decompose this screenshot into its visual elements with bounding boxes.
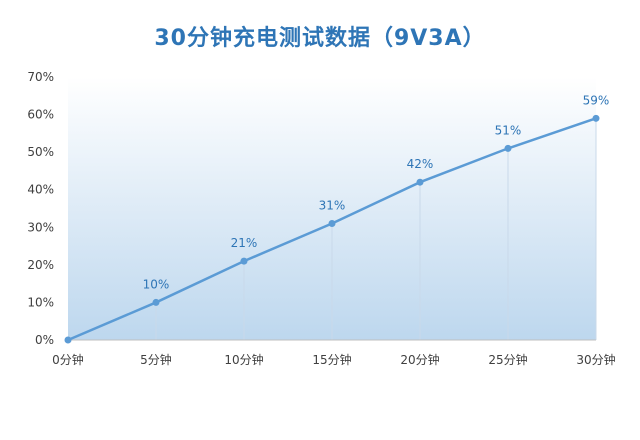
- data-label: 10%: [143, 277, 170, 291]
- data-label: 31%: [319, 199, 346, 213]
- x-tick-label: 30分钟: [576, 352, 615, 367]
- x-tick-label: 0分钟: [52, 352, 84, 367]
- y-tick-label: 40%: [27, 183, 54, 197]
- data-point: [240, 257, 248, 265]
- y-tick-label: 30%: [27, 220, 54, 234]
- data-point: [416, 178, 424, 186]
- y-tick-label: 70%: [27, 70, 54, 84]
- data-label: 59%: [583, 93, 610, 107]
- data-point: [328, 220, 336, 228]
- data-label: 21%: [231, 236, 258, 250]
- y-tick-label: 20%: [27, 258, 54, 272]
- data-point: [64, 336, 72, 344]
- data-label: 51%: [495, 123, 522, 137]
- y-tick-label: 50%: [27, 145, 54, 159]
- x-tick-label: 20分钟: [400, 352, 439, 367]
- data-point: [152, 298, 160, 306]
- y-tick-label: 0%: [35, 333, 54, 347]
- y-tick-label: 10%: [27, 295, 54, 309]
- x-tick-label: 15分钟: [312, 352, 351, 367]
- data-point: [504, 144, 512, 152]
- data-label: 42%: [407, 157, 434, 171]
- x-tick-label: 5分钟: [140, 352, 172, 367]
- y-tick-label: 60%: [27, 108, 54, 122]
- chart-title: 30分钟充电测试数据（9V3A）: [154, 26, 486, 51]
- x-tick-label: 25分钟: [488, 352, 527, 367]
- x-tick-label: 10分钟: [224, 352, 263, 367]
- data-point: [592, 114, 600, 122]
